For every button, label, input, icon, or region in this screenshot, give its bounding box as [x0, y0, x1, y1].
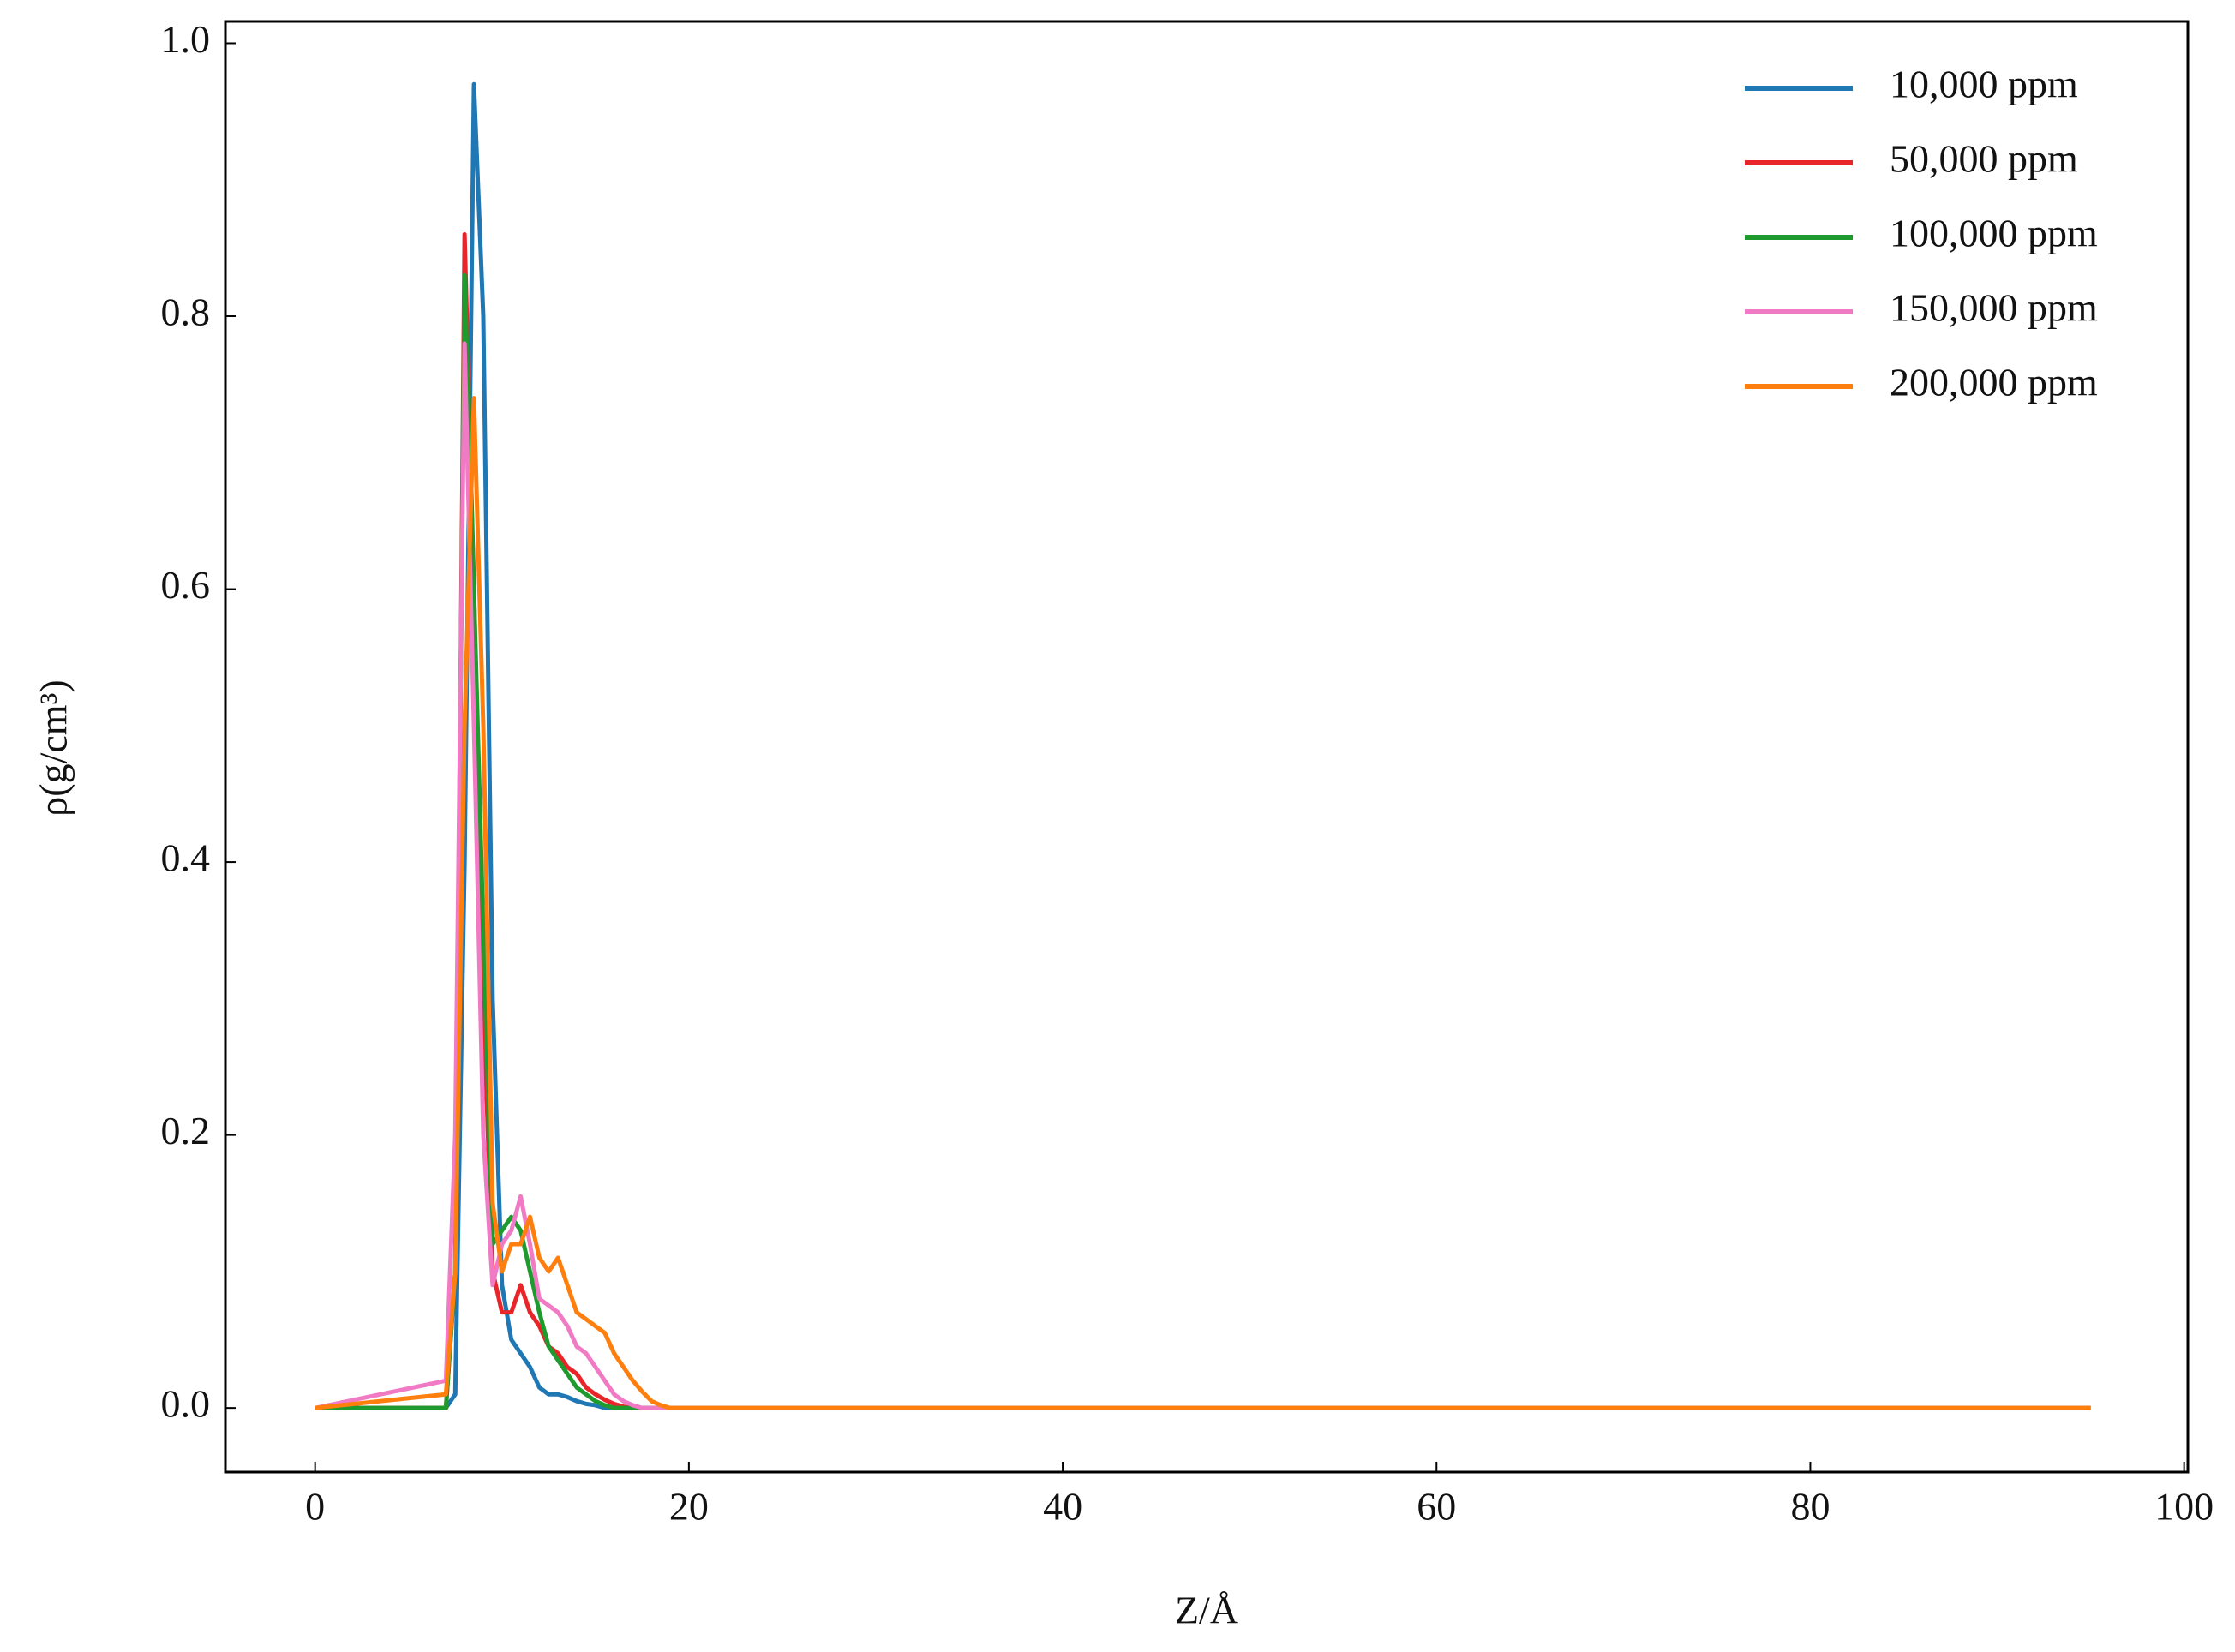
y-axis-label: ρ(g/cm³): [32, 679, 75, 816]
data-line: [315, 396, 2091, 1410]
legend-label: 150,000 ppm: [1890, 286, 2098, 330]
data-line: [315, 81, 2091, 1410]
y-tick-label: 0.8: [161, 290, 211, 334]
legend-label: 200,000 ppm: [1890, 361, 2098, 404]
x-tick-label: 20: [669, 1485, 709, 1529]
legend-label: 50,000 ppm: [1890, 137, 2078, 181]
x-tick-label: 40: [1043, 1485, 1082, 1529]
x-tick-label: 80: [1790, 1485, 1830, 1529]
data-line: [315, 272, 2091, 1410]
x-tick-label: 100: [2154, 1485, 2214, 1529]
x-tick-label: 0: [305, 1485, 325, 1529]
y-tick-label: 0.2: [161, 1109, 211, 1152]
y-tick-label: 0.6: [161, 563, 211, 607]
data-line: [315, 341, 2091, 1410]
y-tick-label: 0.4: [161, 836, 211, 880]
plot-frame: [224, 20, 2190, 1474]
legend-label: 10,000 ppm: [1890, 63, 2078, 106]
x-axis-label: Z/Å: [1175, 1589, 1238, 1632]
x-tick-label: 60: [1417, 1485, 1456, 1529]
legend-label: 100,000 ppm: [1890, 212, 2098, 255]
y-tick-label: 0.0: [161, 1382, 211, 1426]
data-line: [315, 231, 2091, 1410]
y-tick-label: 1.0: [161, 17, 211, 61]
